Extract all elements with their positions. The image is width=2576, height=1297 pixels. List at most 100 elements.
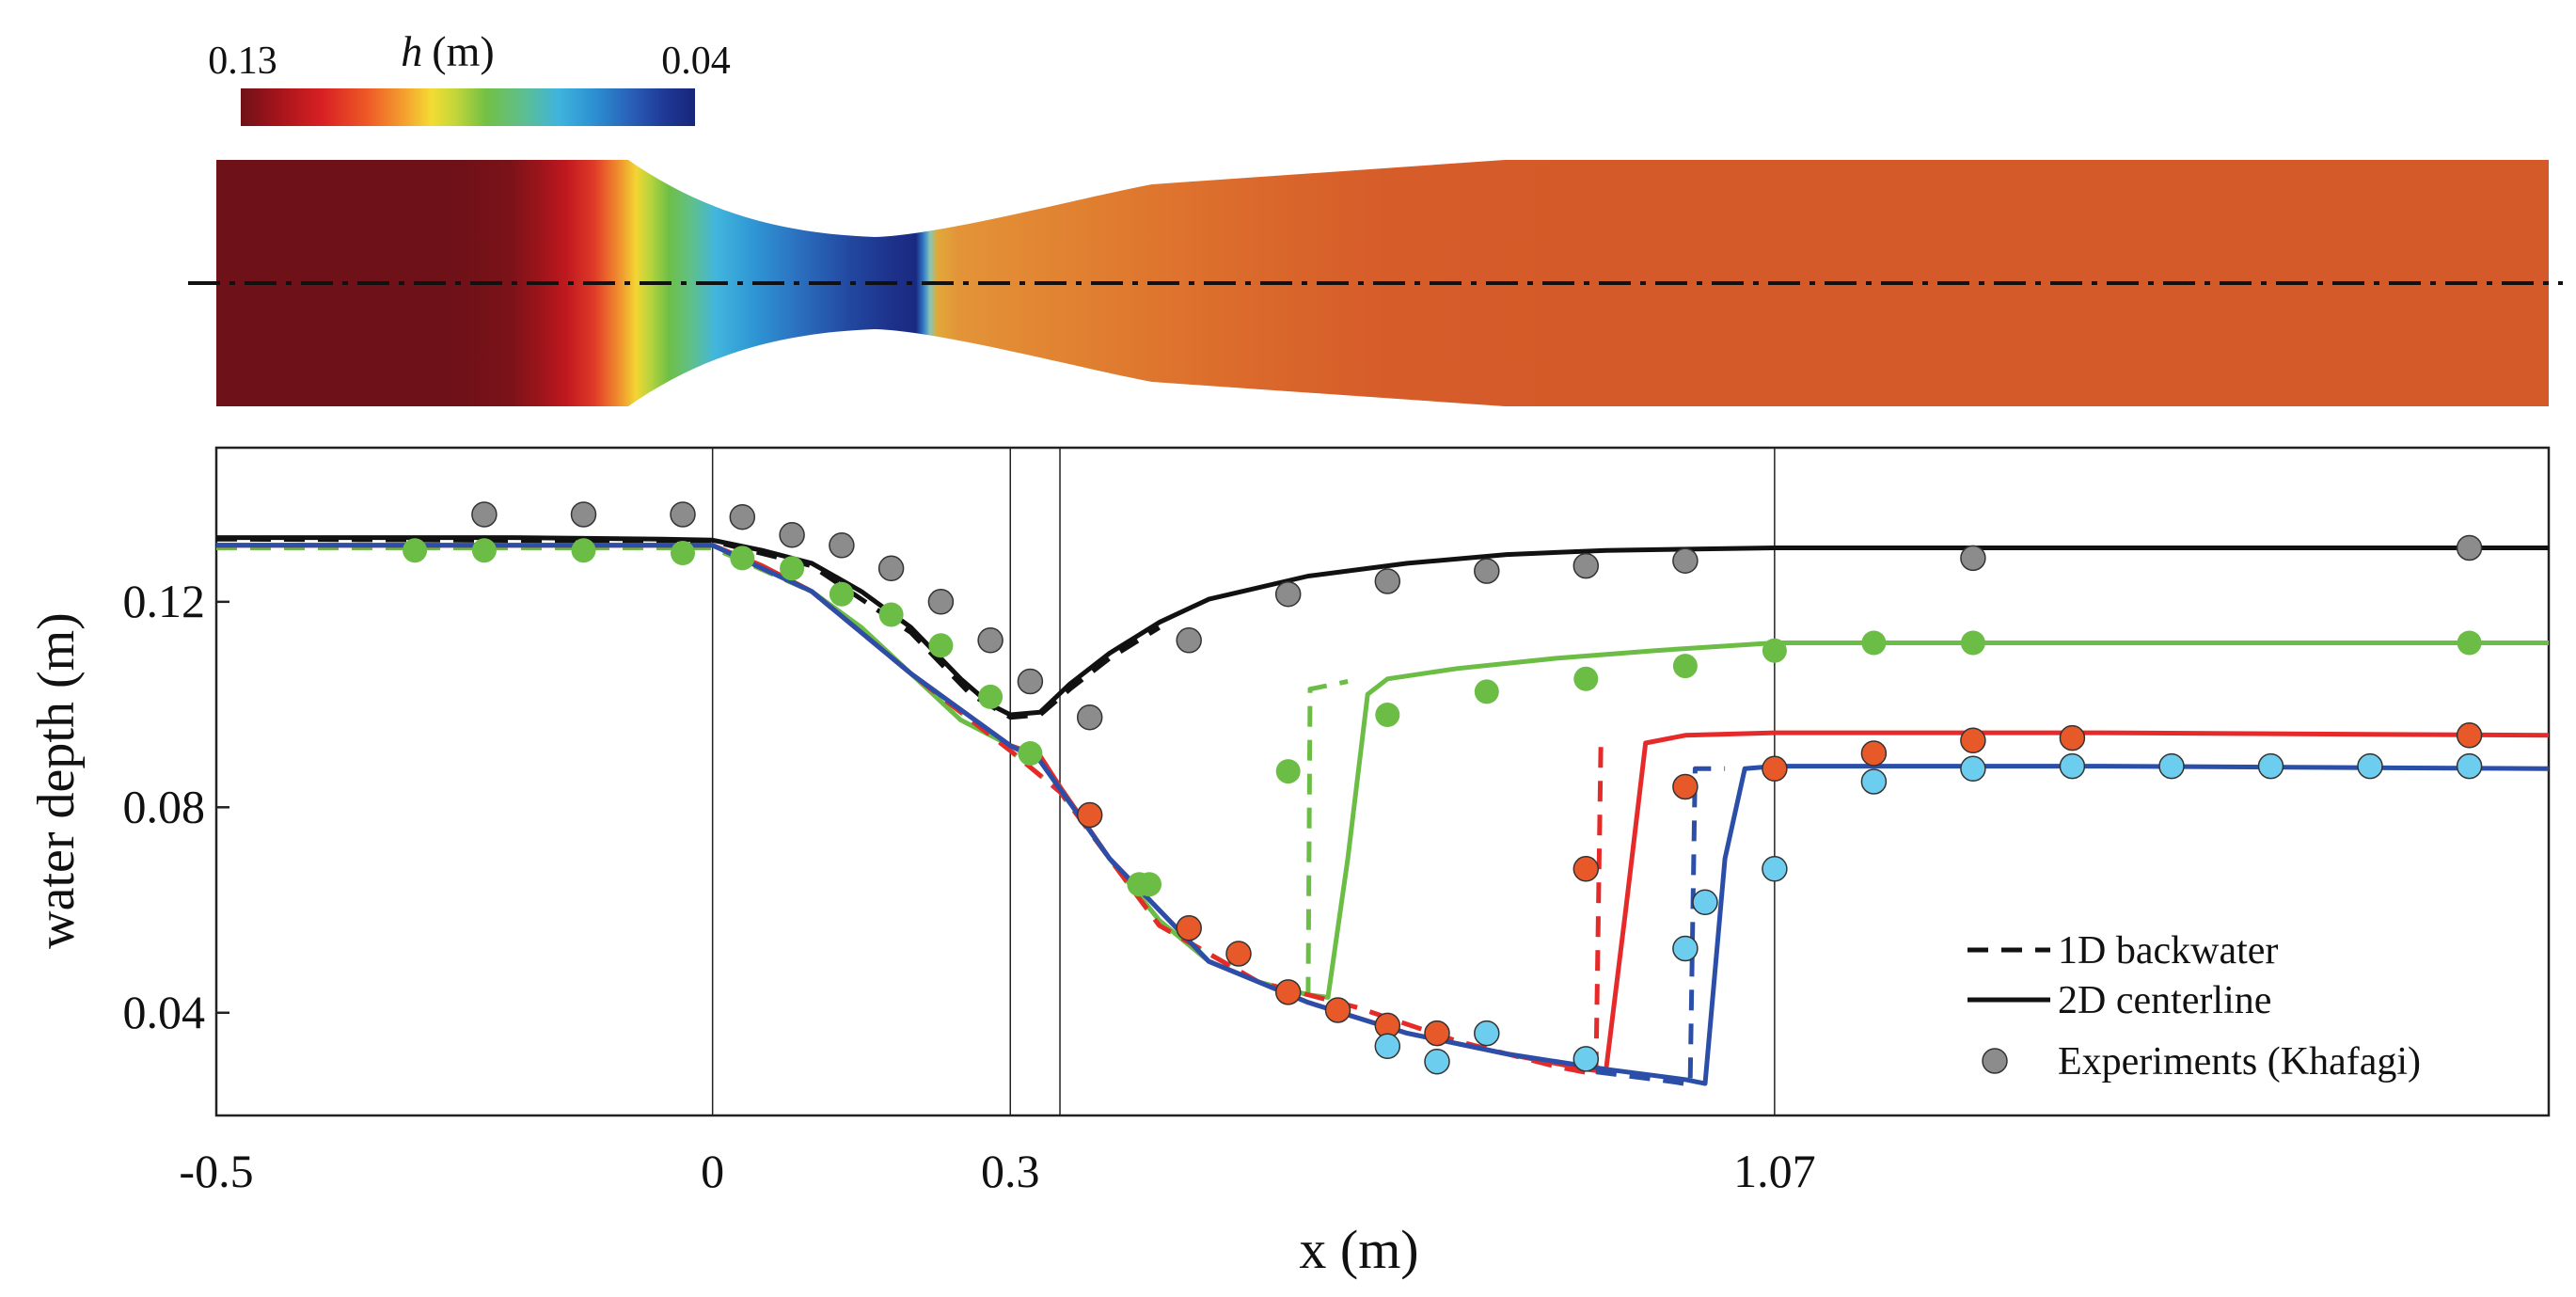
- y-tick-label-0: 0.04: [123, 986, 206, 1038]
- experiment-point-green-10: [1018, 741, 1043, 766]
- experiment-point-red-6: [1424, 1020, 1450, 1047]
- x-tick-label-1: 0: [701, 1145, 724, 1197]
- experiment-point-green-14: [1275, 759, 1301, 784]
- experiment-point-green-9: [978, 684, 1004, 709]
- experiment-point-blue-10: [2158, 752, 2185, 780]
- experiment-point-blue-0: [1374, 1033, 1401, 1060]
- experiment-point-black-9: [1017, 668, 1044, 695]
- experiment-point-red-1: [1176, 914, 1202, 941]
- legend-label-1d: 1D backwater: [2058, 929, 2278, 973]
- experiment-point-green-8: [928, 633, 954, 658]
- colorbar-max-label: 0.04: [661, 40, 731, 83]
- experiment-point-black-17: [1960, 545, 1986, 572]
- x-tick-label-0: -0.5: [179, 1145, 253, 1197]
- colorbar: 0.13 0.04 h (m): [208, 27, 731, 126]
- experiment-point-black-15: [1572, 552, 1600, 579]
- legend-label-experiments: Experiments (Khafagi): [2058, 1040, 2421, 1083]
- experiment-point-red-13: [2456, 722, 2483, 749]
- legend: 1D backwater 2D centerline Experiments (…: [1968, 929, 2421, 1083]
- series-black-1d-dashed: [216, 536, 1161, 720]
- y-axis-label: water depth (m): [27, 612, 86, 949]
- experiment-point-black-5: [829, 532, 855, 559]
- experiment-point-black-0: [471, 501, 498, 528]
- experiment-point-blue-8: [1960, 755, 1986, 783]
- colorbar-min-label: 0.13: [208, 40, 277, 83]
- experiment-point-blue-4: [1672, 935, 1699, 962]
- vertical-reference-lines: [711, 448, 1776, 1115]
- experiment-point-green-13: [1137, 872, 1162, 897]
- colorbar-title: h (m): [401, 27, 494, 75]
- experiment-point-black-18: [2456, 534, 2483, 562]
- experiment-point-red-10: [1860, 740, 1888, 767]
- experiment-point-blue-2: [1474, 1020, 1500, 1047]
- experiment-point-green-17: [1573, 666, 1599, 691]
- experiment-point-green-6: [829, 581, 854, 607]
- y-tick-label-1: 0.08: [123, 780, 206, 832]
- experiment-point-blue-7: [1860, 768, 1888, 795]
- legend-marker-sample: [1982, 1048, 2008, 1074]
- plot-frame: [214, 446, 2551, 1117]
- experiment-point-red-9: [1762, 755, 1788, 783]
- experiment-point-black-6: [877, 555, 905, 582]
- x-tick-label-2: 0.3: [981, 1145, 1040, 1197]
- experiment-point-green-1: [471, 538, 497, 563]
- x-tick-label-3: 1.07: [1733, 1145, 1816, 1197]
- experiment-point-black-16: [1672, 547, 1699, 574]
- experiment-point-red-2: [1225, 941, 1252, 967]
- y-tick-label-2: 0.12: [123, 575, 206, 627]
- series-layer: [216, 501, 2549, 1087]
- series-black-2d-solid: [216, 535, 2549, 718]
- experiment-point-green-2: [571, 538, 596, 563]
- experiment-point-black-7: [927, 589, 955, 615]
- experiment-point-green-4: [730, 546, 755, 571]
- experiment-point-red-12: [2059, 724, 2086, 751]
- experiment-point-red-3: [1274, 979, 1302, 1005]
- experiment-point-blue-13: [2456, 752, 2483, 780]
- experiment-point-red-0: [1076, 801, 1103, 829]
- legend-label-2d: 2D centerline: [2058, 979, 2271, 1022]
- experiment-point-blue-11: [2257, 752, 2284, 780]
- series-blue-1d-dashed: [1595, 766, 1726, 1087]
- experiment-point-black-1: [570, 501, 597, 528]
- experiment-point-green-5: [780, 556, 805, 581]
- plot-area: 0.04 0.08 0.12 -0.5 0 0.3 1.07 water depth (m…: [27, 446, 2551, 1280]
- experiment-point-green-18: [1672, 654, 1698, 679]
- experiment-point-green-0: [403, 538, 428, 563]
- x-axis-label: x (m): [1299, 1219, 1418, 1280]
- experiment-point-blue-9: [2059, 752, 2086, 780]
- experiment-point-black-11: [1176, 627, 1202, 654]
- x-ticks: -0.5 0 0.3 1.07: [179, 1145, 1815, 1197]
- experiment-point-black-8: [977, 627, 1004, 654]
- experiment-point-blue-5: [1692, 889, 1718, 916]
- experiment-point-green-7: [878, 602, 904, 627]
- experiment-point-green-20: [1861, 630, 1887, 656]
- experiment-point-blue-1: [1424, 1048, 1450, 1075]
- experiment-point-black-10: [1076, 704, 1103, 731]
- series-blue-2d-solid: [216, 543, 2549, 1086]
- experiment-point-black-13: [1374, 568, 1401, 594]
- series-red-1d-dashed: [216, 543, 1604, 1077]
- experiment-point-red-7: [1572, 856, 1600, 882]
- experiment-point-black-4: [779, 522, 805, 548]
- experiment-point-black-3: [729, 503, 756, 530]
- experiment-point-green-19: [1762, 638, 1787, 663]
- experiment-point-black-14: [1474, 558, 1500, 584]
- experiment-point-green-15: [1375, 703, 1400, 727]
- experiment-point-blue-12: [2357, 752, 2383, 780]
- colorbar-title-var: h: [401, 27, 422, 75]
- channel-depth-map: [188, 160, 2563, 406]
- y-ticks: 0.04 0.08 0.12: [123, 575, 229, 1038]
- colorbar-title-unit: (m): [432, 27, 494, 75]
- experiment-point-red-8: [1672, 773, 1699, 800]
- experiment-point-black-2: [670, 501, 696, 528]
- experiment-point-red-4: [1324, 997, 1351, 1023]
- experiment-point-green-3: [671, 541, 695, 565]
- experiment-point-blue-6: [1762, 856, 1788, 882]
- experiment-point-green-16: [1474, 679, 1499, 704]
- experiment-point-red-11: [1960, 727, 1986, 754]
- experiment-point-black-12: [1274, 580, 1302, 608]
- colorbar-gradient: [241, 88, 695, 126]
- experiment-point-green-22: [2457, 630, 2482, 656]
- experiment-point-green-21: [1960, 630, 1985, 656]
